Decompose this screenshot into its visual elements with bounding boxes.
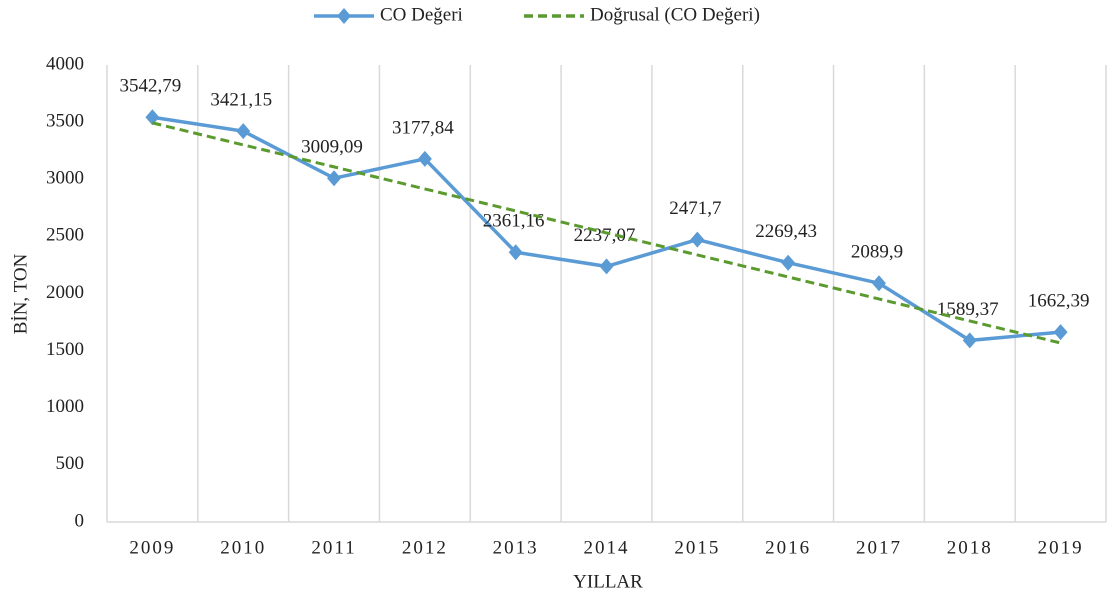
y-tick-label: 1500 bbox=[46, 339, 84, 360]
data-label: 2089,9 bbox=[851, 242, 903, 263]
marker bbox=[236, 123, 251, 140]
x-tick-label: 2018 bbox=[947, 537, 993, 558]
data-label: 2361,16 bbox=[483, 211, 545, 232]
legend-label: CO Değeri bbox=[380, 4, 463, 25]
x-tick-label: 2017 bbox=[856, 537, 902, 558]
legend-marker bbox=[337, 8, 351, 24]
data-label: 3542,79 bbox=[120, 76, 182, 97]
marker bbox=[508, 244, 523, 261]
marker bbox=[145, 109, 160, 126]
legend-label: Doğrusal (CO Değeri) bbox=[590, 4, 760, 25]
marker bbox=[962, 332, 977, 349]
trend-line bbox=[152, 121, 1061, 345]
x-tick-label: 2010 bbox=[220, 537, 266, 558]
x-axis-label: YILLAR bbox=[573, 571, 643, 592]
y-tick-label: 3500 bbox=[46, 110, 84, 131]
marker bbox=[327, 170, 342, 187]
data-label: 3421,15 bbox=[210, 89, 272, 110]
marker bbox=[781, 254, 796, 271]
x-tick-label: 2015 bbox=[674, 537, 720, 558]
y-tick-label: 2500 bbox=[46, 225, 84, 246]
x-tick-label: 2011 bbox=[311, 537, 356, 558]
x-tick-label: 2019 bbox=[1038, 537, 1084, 558]
y-axis-label: BİN, TON bbox=[10, 253, 31, 334]
data-label: 2471,7 bbox=[669, 198, 721, 219]
data-label: 3009,09 bbox=[301, 137, 363, 158]
data-label: 2237,07 bbox=[574, 225, 636, 246]
x-tick-label: 2016 bbox=[765, 537, 811, 558]
y-tick-label: 3000 bbox=[46, 168, 84, 189]
y-tick-label: 4000 bbox=[46, 53, 84, 74]
data-label: 3177,84 bbox=[392, 117, 454, 138]
marker bbox=[871, 275, 886, 292]
data-label: 1662,39 bbox=[1028, 290, 1090, 311]
x-tick-label: 2014 bbox=[584, 537, 630, 558]
marker bbox=[417, 150, 432, 167]
marker bbox=[690, 231, 705, 248]
y-tick-label: 2000 bbox=[46, 282, 84, 303]
x-tick-label: 2009 bbox=[129, 537, 175, 558]
data-label: 2269,43 bbox=[755, 221, 817, 242]
x-tick-label: 2012 bbox=[402, 537, 448, 558]
marker bbox=[599, 258, 614, 275]
y-tick-label: 1000 bbox=[46, 396, 84, 417]
y-tick-label: 0 bbox=[75, 510, 85, 531]
marker bbox=[1053, 324, 1068, 341]
x-tick-label: 2013 bbox=[493, 537, 539, 558]
y-tick-label: 500 bbox=[56, 453, 85, 474]
data-label: 1589,37 bbox=[937, 299, 999, 320]
